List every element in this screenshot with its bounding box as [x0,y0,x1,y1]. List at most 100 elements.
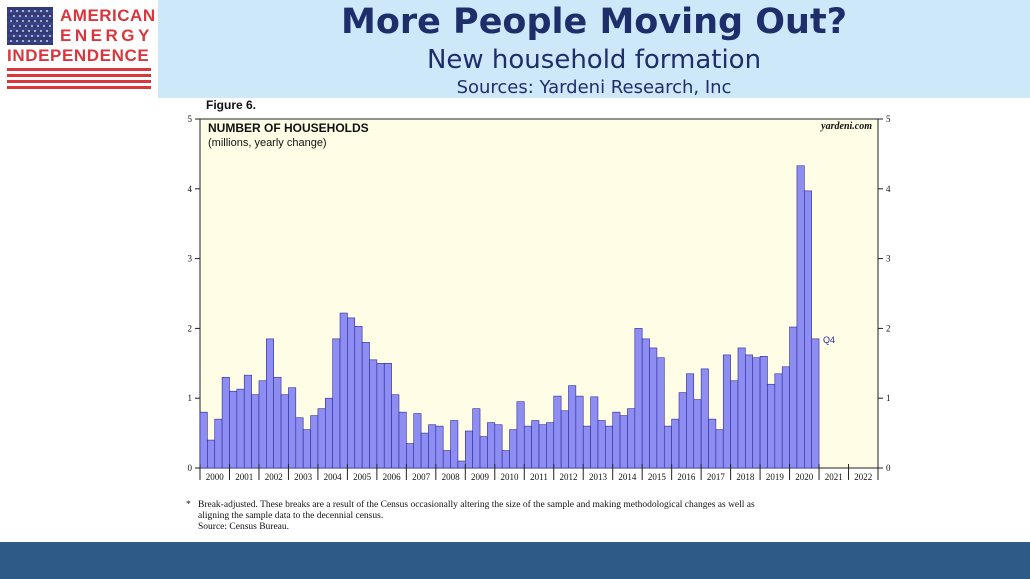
y-tick-label-left: 2 [188,323,193,333]
x-tick-label: 2004 [324,472,343,482]
bar [398,411,407,469]
bar [715,429,724,469]
bar [494,424,503,469]
bar [288,387,297,469]
q4-annotation: Q4 [823,335,835,345]
figure-label: Figure 6. [206,98,256,112]
bar [221,376,230,469]
bar [450,420,459,469]
bar [354,326,363,469]
bar [339,312,348,469]
bar [442,450,451,469]
bar [435,425,444,469]
x-tick-label: 2001 [235,472,253,482]
bar [479,436,488,469]
bar [789,326,798,469]
bar [251,394,260,469]
bar [804,190,812,469]
x-tick-label: 2008 [442,472,461,482]
x-tick-label: 2012 [559,472,577,482]
chart-title: NUMBER OF HOUSEHOLDS [208,121,369,135]
footnote-marker: * [186,500,191,510]
bar [553,395,562,469]
bar [560,410,569,469]
chart-watermark: yardeni.com [820,121,872,132]
bar [413,413,422,469]
x-tick-label: 2003 [294,472,313,482]
chart-subtitle: (millions, yearly change) [208,137,327,149]
logo-stripes [7,68,151,89]
bar [531,420,540,469]
bar-series [199,165,820,469]
bar [597,420,606,469]
bar [582,425,591,469]
bar [523,425,532,469]
bar [383,362,392,469]
footnote: * Break-adjusted. These breaks are a res… [186,499,755,532]
y-tick-label-left: 1 [188,393,193,403]
x-tick-label: 2002 [265,472,283,482]
household-chart: Figure 6. NUMBER OF HOUSEHOLDS (millions… [186,98,892,532]
title-banner: More People Moving Out? New household fo… [158,0,1030,98]
y-tick-label-right: 2 [886,323,891,333]
slide-subtitle: New household formation [426,45,762,75]
logo-text-independence: INDEPENDENCE [7,46,150,65]
bar [722,354,731,469]
bar [369,359,378,469]
bar [273,376,282,469]
x-tick-label: 2014 [618,472,637,482]
bar [465,430,473,469]
y-tick-label-left: 5 [188,114,193,124]
bar [324,397,333,469]
footnote-line-1: Break-adjusted. These breaks are a resul… [198,499,755,510]
bar [428,424,437,469]
bar [361,342,370,469]
x-axis: 2000 2001 2002 2003 2004 2005 2006 2007 2008 2009… [199,464,879,482]
footer-bar [0,542,1030,579]
bar [457,460,466,469]
y-tick-label-right: 1 [886,393,891,403]
bar [759,356,768,469]
bar [678,392,687,469]
x-tick-label: 2000 [206,472,225,482]
bar [700,368,709,469]
y-axis: 0 0 1 1 2 2 3 3 4 4 5 5 [188,114,892,473]
bar [332,338,341,469]
x-tick-label: 2020 [795,472,814,482]
bar [708,418,717,469]
bar [730,380,739,469]
x-tick-label: 2009 [471,472,490,482]
logo: AMERICAN ENERGY INDEPENDENCE [0,0,158,98]
bar [199,411,208,469]
bar [420,432,429,469]
bar [516,401,525,469]
bar [590,396,599,469]
bar [634,328,643,469]
bar [767,383,776,469]
bar [317,408,326,469]
x-tick-label: 2013 [589,472,608,482]
bar [501,450,510,469]
us-flag-icon [7,7,53,45]
bar [310,415,319,469]
y-tick-label-left: 0 [188,463,193,473]
bar [693,399,702,469]
bar [214,418,223,469]
bar [796,165,805,469]
x-tick-label: 2016 [677,472,696,482]
bar [509,429,518,469]
bar [641,338,650,469]
bar [663,425,672,469]
slide-title: More People Moving Out? [340,2,847,42]
bar [649,347,658,469]
y-tick-label-right: 4 [886,184,891,194]
bar [243,374,252,469]
y-tick-label-right: 0 [886,463,891,473]
bar [774,373,783,469]
y-tick-label-right: 3 [886,254,891,264]
bar [745,354,754,469]
bar [391,394,400,469]
x-tick-label: 2011 [530,472,548,482]
x-tick-label: 2005 [353,472,372,482]
bar [207,439,216,469]
